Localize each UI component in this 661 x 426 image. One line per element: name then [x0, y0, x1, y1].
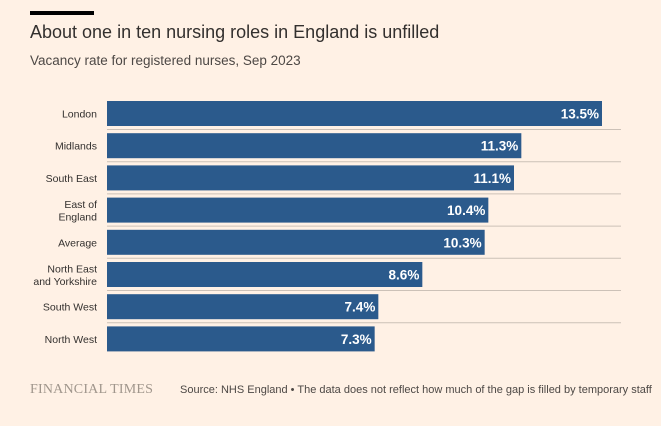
category-label: North East and Yorkshire	[33, 263, 97, 288]
bar	[107, 101, 602, 126]
value-label: 13.5%	[561, 107, 599, 122]
ft-brand-logo: FINANCIAL TIMES	[30, 382, 154, 397]
bar	[107, 229, 485, 255]
bar	[107, 294, 379, 320]
bar	[107, 133, 522, 159]
category-label: Average	[58, 237, 97, 249]
category-label: North West	[45, 334, 97, 346]
value-label: 10.4%	[447, 203, 485, 218]
category-label: South East	[46, 173, 97, 185]
category-label: London	[62, 109, 97, 121]
category-label: East of England	[58, 199, 97, 224]
value-label: 7.4%	[345, 300, 376, 315]
value-label: 11.3%	[481, 139, 519, 154]
value-label: 8.6%	[389, 268, 420, 283]
top-rule	[30, 11, 94, 15]
value-label: 7.3%	[341, 332, 372, 347]
bar	[107, 197, 489, 223]
category-label: South West	[43, 302, 97, 314]
source-note: Source: NHS England • The data does not …	[180, 384, 652, 396]
chart-subtitle: Vacancy rate for registered nurses, Sep …	[30, 53, 301, 68]
chart-title: About one in ten nursing roles in Englan…	[30, 22, 440, 42]
category-label: Midlands	[55, 141, 97, 153]
value-label: 10.3%	[443, 235, 481, 250]
bar	[107, 326, 375, 352]
value-label: 11.1%	[473, 171, 511, 186]
bar	[107, 262, 423, 287]
bar	[107, 165, 514, 191]
